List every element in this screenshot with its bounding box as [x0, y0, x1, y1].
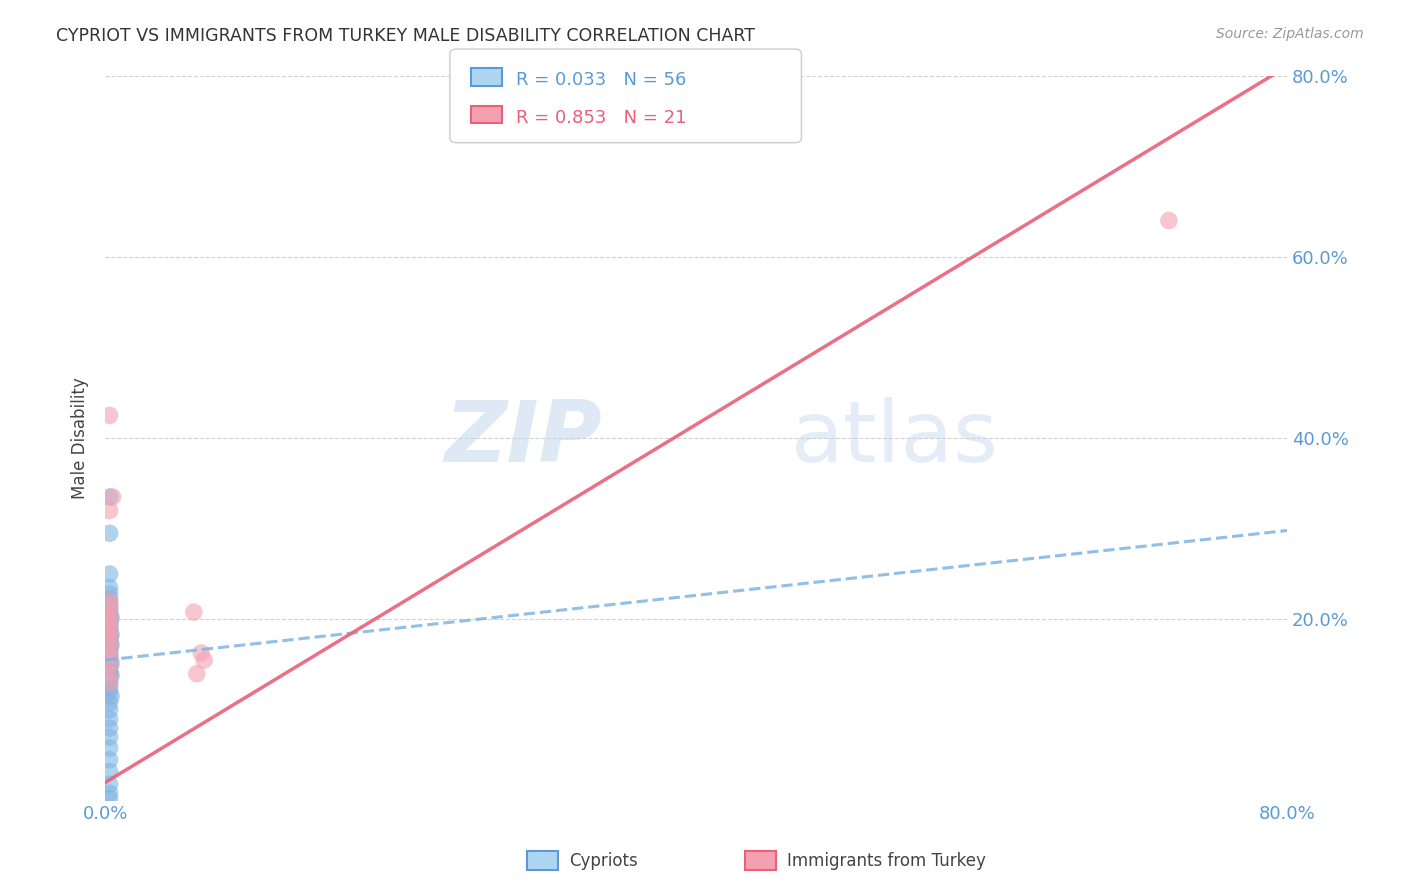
Point	[190, 646, 212, 660]
Point	[98, 612, 121, 626]
Point	[100, 656, 122, 670]
Point	[98, 616, 121, 631]
Point	[98, 587, 121, 601]
Point	[98, 594, 121, 608]
Point	[98, 607, 121, 622]
Point	[98, 617, 121, 632]
Point	[98, 671, 121, 685]
Point	[98, 624, 121, 638]
Point	[98, 681, 121, 695]
Point	[98, 650, 121, 665]
Point	[98, 662, 121, 676]
Text: ZIP: ZIP	[444, 397, 602, 480]
Text: R = 0.033   N = 56: R = 0.033 N = 56	[516, 71, 686, 89]
Point	[186, 666, 208, 681]
Point	[100, 638, 122, 652]
Text: Source: ZipAtlas.com: Source: ZipAtlas.com	[1216, 27, 1364, 41]
Point	[100, 628, 122, 642]
Point	[98, 600, 121, 615]
Point	[98, 567, 121, 582]
Point	[98, 632, 121, 647]
Point	[193, 653, 215, 667]
Point	[98, 634, 121, 648]
Point	[98, 657, 121, 672]
Point	[98, 666, 121, 681]
Point	[98, 599, 121, 613]
Point	[98, 657, 121, 672]
Point	[98, 526, 121, 541]
Point	[98, 606, 121, 620]
Point	[183, 605, 205, 619]
Point	[100, 690, 122, 704]
Point	[98, 653, 121, 667]
Point	[98, 612, 121, 626]
Point	[98, 626, 121, 640]
Point	[98, 621, 121, 635]
Point	[98, 643, 121, 657]
Point	[98, 503, 121, 517]
Point	[98, 635, 121, 649]
Point	[98, 786, 121, 800]
Point	[100, 610, 122, 624]
Point	[98, 730, 121, 744]
Point	[98, 685, 121, 699]
Point	[98, 665, 121, 679]
Point	[98, 753, 121, 767]
Point	[1157, 213, 1180, 227]
Point	[98, 608, 121, 623]
Point	[98, 490, 121, 504]
Point	[98, 640, 121, 654]
Point	[98, 409, 121, 423]
Y-axis label: Male Disability: Male Disability	[72, 377, 89, 499]
Point	[98, 675, 121, 690]
Point	[98, 603, 121, 617]
Point	[100, 668, 122, 682]
Point	[98, 641, 121, 656]
Text: Immigrants from Turkey: Immigrants from Turkey	[787, 852, 986, 870]
Point	[98, 624, 121, 638]
Point	[98, 614, 121, 628]
Point	[98, 675, 121, 690]
Text: R = 0.853   N = 21: R = 0.853 N = 21	[516, 109, 686, 127]
Point	[98, 666, 121, 681]
Point	[98, 659, 121, 673]
Point	[98, 703, 121, 717]
Point	[98, 646, 121, 660]
Point	[98, 615, 121, 630]
Point	[98, 648, 121, 663]
Point	[98, 741, 121, 756]
Point	[98, 777, 121, 791]
Point	[98, 696, 121, 710]
Point	[98, 619, 121, 633]
Point	[98, 597, 121, 611]
Point	[98, 792, 121, 806]
Point	[98, 648, 121, 663]
Point	[98, 636, 121, 650]
Point	[98, 581, 121, 595]
Text: Cypriots: Cypriots	[569, 852, 638, 870]
Point	[98, 642, 121, 657]
Point	[101, 490, 124, 504]
Point	[98, 712, 121, 726]
Point	[98, 630, 121, 644]
Point	[98, 764, 121, 779]
Text: CYPRIOT VS IMMIGRANTS FROM TURKEY MALE DISABILITY CORRELATION CHART: CYPRIOT VS IMMIGRANTS FROM TURKEY MALE D…	[56, 27, 755, 45]
Point	[98, 629, 121, 643]
Point	[98, 592, 121, 607]
Point	[98, 721, 121, 735]
Text: atlas: atlas	[790, 397, 998, 480]
